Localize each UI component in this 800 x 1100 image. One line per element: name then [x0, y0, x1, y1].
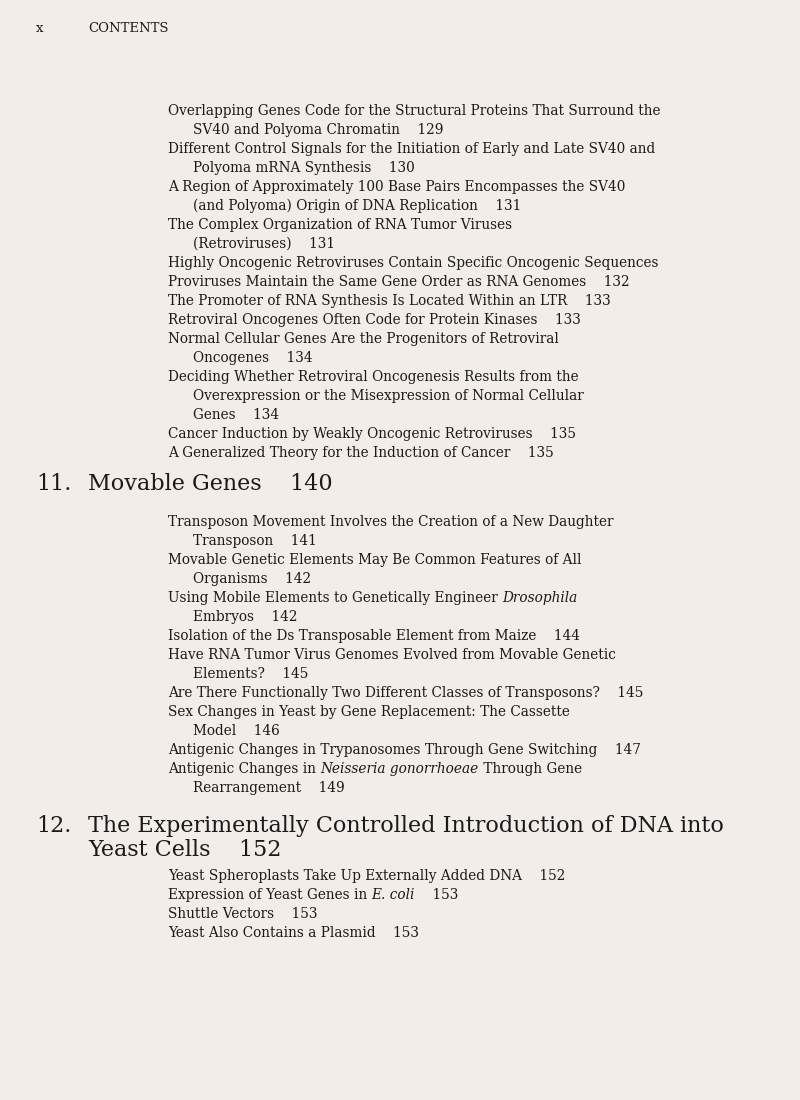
- Text: Have RNA Tumor Virus Genomes Evolved from Movable Genetic: Have RNA Tumor Virus Genomes Evolved fro…: [168, 648, 616, 662]
- Text: Deciding Whether Retroviral Oncogenesis Results from the: Deciding Whether Retroviral Oncogenesis …: [168, 370, 578, 384]
- Text: 153: 153: [415, 888, 458, 902]
- Text: Oncogenes    134: Oncogenes 134: [193, 351, 313, 365]
- Text: (and Polyoma) Origin of DNA Replication    131: (and Polyoma) Origin of DNA Replication …: [193, 199, 522, 213]
- Text: Model    146: Model 146: [193, 724, 280, 738]
- Text: Transposon Movement Involves the Creation of a New Daughter: Transposon Movement Involves the Creatio…: [168, 515, 614, 529]
- Text: Through Gene: Through Gene: [478, 762, 582, 776]
- Text: Organisms    142: Organisms 142: [193, 572, 311, 586]
- Text: 11.: 11.: [36, 473, 71, 495]
- Text: Overlapping Genes Code for the Structural Proteins That Surround the: Overlapping Genes Code for the Structura…: [168, 104, 661, 118]
- Text: Are There Functionally Two Different Classes of Transposons?    145: Are There Functionally Two Different Cla…: [168, 686, 643, 700]
- Text: 12.: 12.: [36, 815, 71, 837]
- Text: E. coli: E. coli: [372, 888, 415, 902]
- Text: Antigenic Changes in Trypanosomes Through Gene Switching    147: Antigenic Changes in Trypanosomes Throug…: [168, 742, 641, 757]
- Text: Yeast Spheroplasts Take Up Externally Added DNA    152: Yeast Spheroplasts Take Up Externally Ad…: [168, 869, 566, 883]
- Text: The Experimentally Controlled Introduction of DNA into: The Experimentally Controlled Introducti…: [88, 815, 724, 837]
- Text: Genes    134: Genes 134: [193, 408, 279, 422]
- Text: Different Control Signals for the Initiation of Early and Late SV40 and: Different Control Signals for the Initia…: [168, 142, 655, 156]
- Text: Sex Changes in Yeast by Gene Replacement: The Cassette: Sex Changes in Yeast by Gene Replacement…: [168, 705, 570, 719]
- Text: Normal Cellular Genes Are the Progenitors of Retroviral: Normal Cellular Genes Are the Progenitor…: [168, 332, 559, 346]
- Text: Shuttle Vectors    153: Shuttle Vectors 153: [168, 908, 318, 921]
- Text: Antigenic Changes in: Antigenic Changes in: [168, 762, 320, 776]
- Text: Isolation of the Ds Transposable Element from Maize    144: Isolation of the Ds Transposable Element…: [168, 629, 580, 644]
- Text: Using Mobile Elements to Genetically Engineer: Using Mobile Elements to Genetically Eng…: [168, 591, 502, 605]
- Text: Transposon    141: Transposon 141: [193, 534, 317, 548]
- Text: A Region of Approximately 100 Base Pairs Encompasses the SV40: A Region of Approximately 100 Base Pairs…: [168, 180, 626, 194]
- Text: Embryos    142: Embryos 142: [193, 610, 298, 624]
- Text: Proviruses Maintain the Same Gene Order as RNA Genomes    132: Proviruses Maintain the Same Gene Order …: [168, 275, 630, 289]
- Text: x: x: [36, 22, 43, 35]
- Text: Cancer Induction by Weakly Oncogenic Retroviruses    135: Cancer Induction by Weakly Oncogenic Ret…: [168, 427, 576, 441]
- Text: SV40 and Polyoma Chromatin    129: SV40 and Polyoma Chromatin 129: [193, 123, 443, 138]
- Text: Expression of Yeast Genes in: Expression of Yeast Genes in: [168, 888, 372, 902]
- Text: Polyoma mRNA Synthesis    130: Polyoma mRNA Synthesis 130: [193, 161, 414, 175]
- Text: Elements?    145: Elements? 145: [193, 667, 308, 681]
- Text: Retroviral Oncogenes Often Code for Protein Kinases    133: Retroviral Oncogenes Often Code for Prot…: [168, 314, 581, 327]
- Text: Yeast Also Contains a Plasmid    153: Yeast Also Contains a Plasmid 153: [168, 926, 419, 940]
- Text: Yeast Cells    152: Yeast Cells 152: [88, 839, 282, 861]
- Text: Movable Genes    140: Movable Genes 140: [88, 473, 333, 495]
- Text: A Generalized Theory for the Induction of Cancer    135: A Generalized Theory for the Induction o…: [168, 446, 554, 460]
- Text: Movable Genetic Elements May Be Common Features of All: Movable Genetic Elements May Be Common F…: [168, 553, 582, 566]
- Text: Rearrangement    149: Rearrangement 149: [193, 781, 345, 795]
- Text: Drosophila: Drosophila: [502, 591, 578, 605]
- Text: Highly Oncogenic Retroviruses Contain Specific Oncogenic Sequences: Highly Oncogenic Retroviruses Contain Sp…: [168, 256, 658, 270]
- Text: Overexpression or the Misexpression of Normal Cellular: Overexpression or the Misexpression of N…: [193, 389, 584, 403]
- Text: (Retroviruses)    131: (Retroviruses) 131: [193, 236, 335, 251]
- Text: The Promoter of RNA Synthesis Is Located Within an LTR    133: The Promoter of RNA Synthesis Is Located…: [168, 294, 610, 308]
- Text: The Complex Organization of RNA Tumor Viruses: The Complex Organization of RNA Tumor Vi…: [168, 218, 512, 232]
- Text: CONTENTS: CONTENTS: [88, 22, 169, 35]
- Text: Neisseria gonorrhoeae: Neisseria gonorrhoeae: [320, 762, 478, 776]
